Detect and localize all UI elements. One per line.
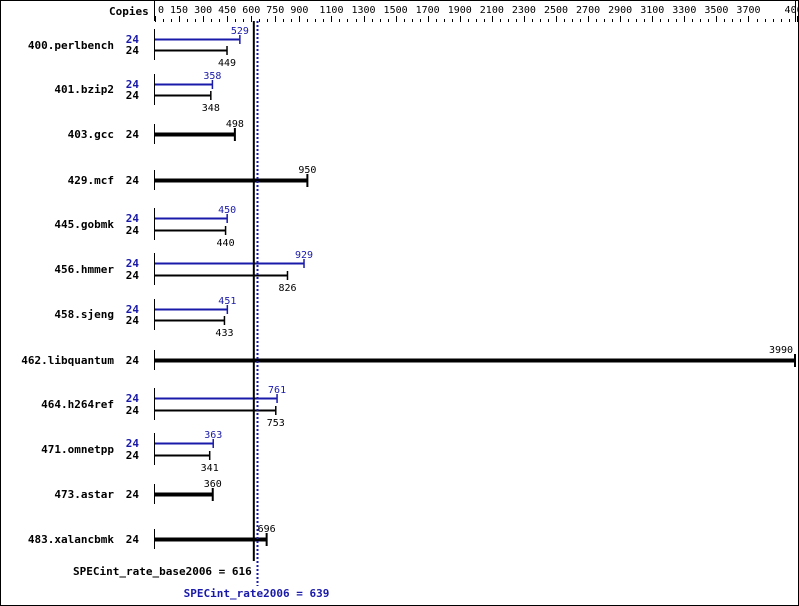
base-value: 360 (204, 479, 222, 490)
base-copies: 24 (126, 449, 140, 462)
tick-label: 150 (170, 5, 188, 16)
benchmark-name: 462.libquantum (21, 354, 114, 367)
base-copies: 24 (126, 404, 140, 417)
base-copies: 24 (126, 314, 140, 327)
peak-copies: 24 (126, 392, 140, 405)
peak-value: 363 (204, 430, 222, 441)
base-value: 433 (215, 328, 233, 339)
base-value: 696 (258, 524, 276, 535)
benchmark-name: 456.hmmer (54, 263, 114, 276)
peak-copies: 24 (126, 212, 140, 225)
benchmark-name: 403.gcc (68, 128, 114, 141)
axis-label: Copies (109, 5, 149, 18)
benchmark-name: 483.xalancbmk (28, 533, 114, 546)
base-value: 449 (218, 58, 236, 69)
base-value: 440 (217, 238, 235, 249)
benchmark-name: 464.h264ref (41, 398, 114, 411)
peak-copies: 24 (126, 257, 140, 270)
base-value: 950 (298, 165, 316, 176)
base-copies: 24 (126, 354, 140, 367)
tick-label: 3500 (704, 5, 728, 16)
base-value: 753 (267, 418, 285, 429)
peak-value: 358 (203, 71, 221, 82)
tick-label: 750 (266, 5, 284, 16)
peak-value: 929 (295, 250, 313, 261)
peak-value: 761 (268, 385, 286, 396)
peak-value: 451 (218, 296, 236, 307)
tick-label: 3300 (672, 5, 696, 16)
tick-label: 300 (194, 5, 212, 16)
benchmark-name: 401.bzip2 (54, 83, 114, 96)
peak-summary: SPECint_rate2006 = 639 (184, 587, 330, 600)
tick-label: 2300 (512, 5, 536, 16)
tick-label: 0 (158, 5, 164, 16)
benchmark-name: 473.astar (54, 488, 114, 501)
tick-label: 900 (290, 5, 308, 16)
base-copies: 24 (126, 174, 140, 187)
tick-label: 450 (218, 5, 236, 16)
tick-label: 3700 (736, 5, 760, 16)
tick-label: 2500 (544, 5, 568, 16)
tick-label: 1700 (416, 5, 440, 16)
benchmark-name: 458.sjeng (54, 308, 114, 321)
peak-value: 529 (231, 26, 249, 37)
base-value: 341 (201, 463, 219, 474)
base-value: 826 (278, 283, 296, 294)
peak-copies: 24 (126, 33, 140, 46)
base-value: 3990 (769, 345, 793, 356)
benchmark-name: 429.mcf (68, 174, 114, 187)
base-copies: 24 (126, 488, 140, 501)
benchmark-name: 471.omnetpp (41, 443, 114, 456)
tick-label: 2900 (608, 5, 632, 16)
base-copies: 24 (126, 44, 140, 57)
base-copies: 24 (126, 224, 140, 237)
tick-label: 2700 (576, 5, 600, 16)
benchmark-name: 400.perlbench (28, 39, 114, 52)
base-copies: 24 (126, 533, 140, 546)
tick-label: 1500 (384, 5, 408, 16)
peak-copies: 24 (126, 303, 140, 316)
tick-label: 1100 (319, 5, 343, 16)
base-copies: 24 (126, 269, 140, 282)
base-summary: SPECint_rate_base2006 = 616 (73, 565, 252, 578)
tick-label: 2100 (480, 5, 504, 16)
tick-label: 4000 (785, 5, 798, 16)
tick-label: 1900 (448, 5, 472, 16)
peak-copies: 24 (126, 78, 140, 91)
tick-label: 3100 (640, 5, 664, 16)
base-value: 348 (202, 103, 220, 114)
base-copies: 24 (126, 128, 140, 141)
peak-value: 450 (218, 205, 236, 216)
tick-label: 1300 (351, 5, 375, 16)
benchmark-name: 445.gobmk (54, 218, 114, 231)
base-value: 498 (226, 119, 244, 130)
tick-label: 600 (242, 5, 260, 16)
base-copies: 24 (126, 89, 140, 102)
peak-copies: 24 (126, 437, 140, 450)
